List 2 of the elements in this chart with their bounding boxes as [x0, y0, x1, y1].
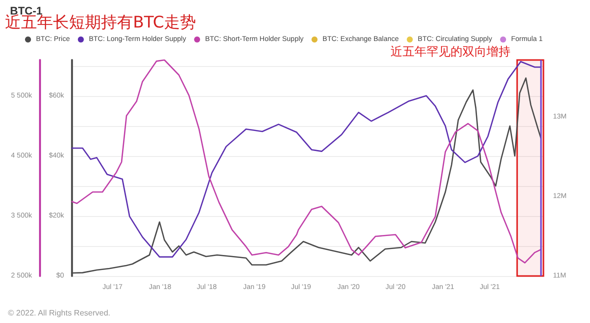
text: © 2022. All Rights Reserved.: [8, 308, 110, 318]
band-label: 近五年罕见的双向增持: [390, 44, 510, 58]
